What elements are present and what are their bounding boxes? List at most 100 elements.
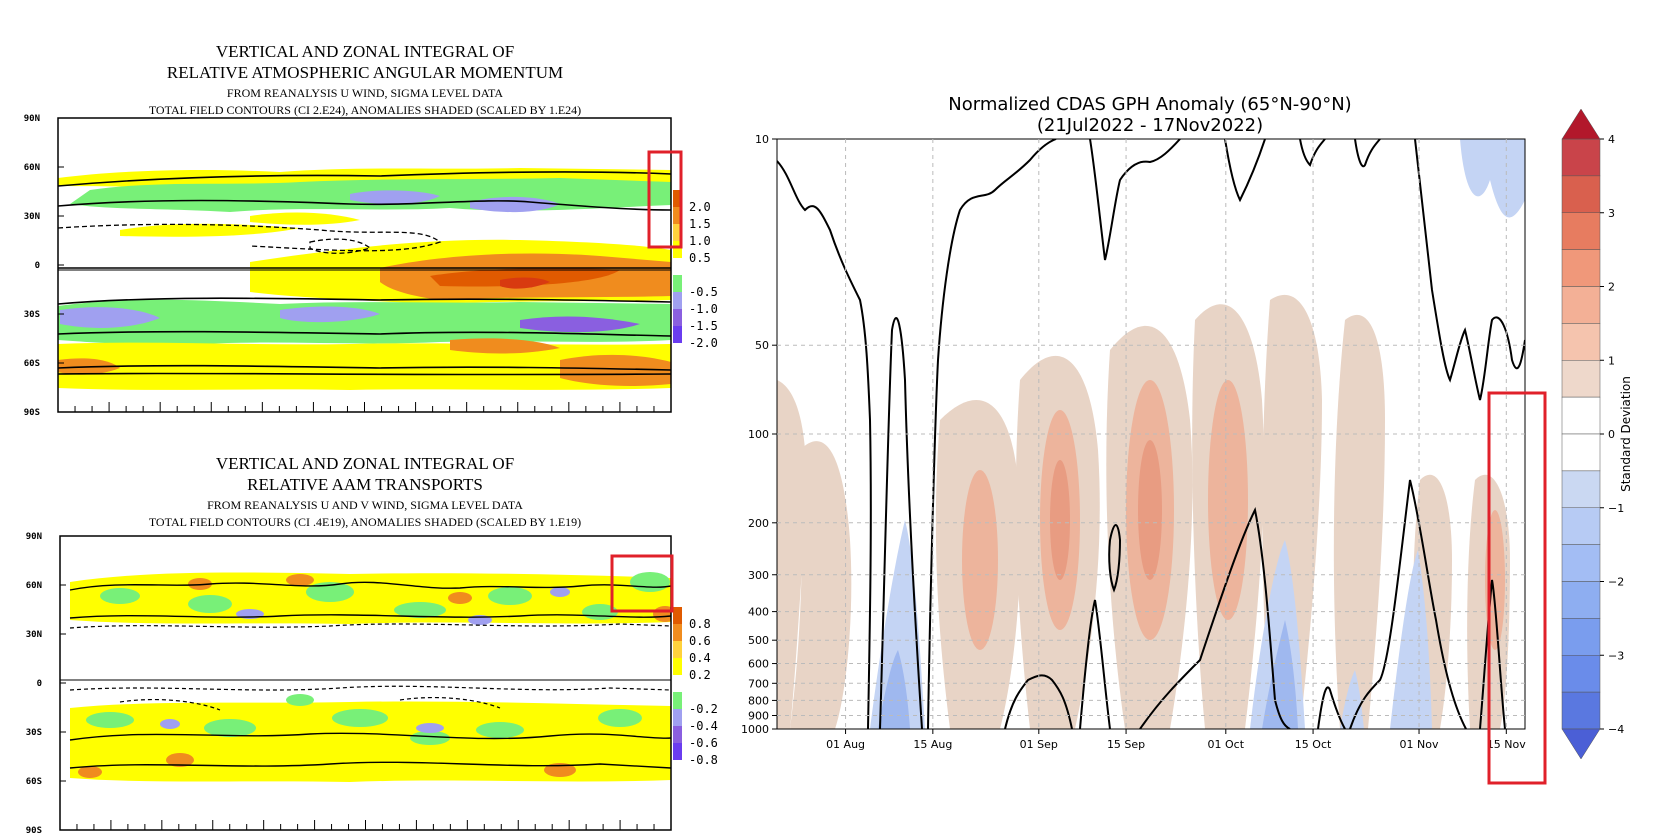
transport-legend-swatch [673, 624, 682, 641]
gph-colorbar-tick-label: 1 [1608, 354, 1615, 367]
transport-legend-swatch [673, 658, 682, 675]
gph-y-tick-label: 50 [755, 339, 769, 352]
aam-y-tick-label: 90N [24, 114, 40, 124]
gph-y-tick-label: 100 [748, 428, 769, 441]
gph-colorbar-segment [1561, 175, 1601, 213]
aam-legend-label: 2.0 [689, 200, 711, 214]
gph-y-tick-label: 800 [748, 694, 769, 707]
transport-highlight-box [610, 554, 674, 613]
aam-legend-label: 0.5 [689, 251, 711, 265]
transport-legend-label: -0.6 [689, 736, 718, 750]
gph-y-tick-label: 400 [748, 606, 769, 619]
gph-colorbar-segment [1561, 618, 1601, 656]
transport-y-tick-label: 30N [26, 630, 42, 640]
gph-y-tick-label: 900 [748, 710, 769, 723]
aam-subtitle: FROM REANALYSIS U WIND, SIGMA LEVEL DATA [227, 86, 504, 100]
aam-y-tick-label: 0 [35, 261, 40, 271]
transport-legend-swatch [673, 743, 682, 760]
transport-legend-swatch [673, 675, 682, 692]
gph-colorbar-segment [1561, 323, 1601, 361]
transport-y-tick-label: 60S [26, 777, 42, 787]
transport-legend-label: 0.2 [689, 668, 711, 682]
gph-colorbar-segment [1561, 507, 1601, 545]
aam-legend-label: -2.0 [689, 336, 718, 350]
aam-title: VERTICAL AND ZONAL INTEGRAL OF [216, 42, 514, 61]
aam-legend-label: 1.5 [689, 217, 711, 231]
gph-y-tick-label: 200 [748, 517, 769, 530]
transport-subtitle: FROM REANALYSIS U AND V WIND, SIGMA LEVE… [207, 498, 523, 512]
aam-y-tick-label: 90S [24, 408, 40, 418]
aam-y-tick-label: 60S [24, 359, 40, 369]
transport-legend-swatch [673, 709, 682, 726]
transport-shading [69, 572, 671, 782]
gph-y-tick-label: 500 [748, 634, 769, 647]
aam-subtitle-line2: TOTAL FIELD CONTOURS (CI 2.E24), ANOMALI… [149, 103, 581, 117]
aam-legend-swatch [673, 275, 682, 292]
aam-title-line2: RELATIVE ATMOSPHERIC ANGULAR MOMENTUM [167, 63, 563, 82]
gph-y-tick-label: 1000 [741, 723, 769, 736]
gph-highlight-box [1487, 391, 1547, 785]
transport-legend-swatch [673, 726, 682, 743]
transport-y-tick-label: 90S [26, 826, 42, 836]
transport-legend-label: 0.4 [689, 651, 711, 665]
aam-y-tick-label: 30N [24, 212, 40, 222]
transport-title: VERTICAL AND ZONAL INTEGRAL OF [216, 454, 514, 473]
transport-legend-label: -0.4 [689, 719, 718, 733]
gph-y-tick-label: 600 [748, 658, 769, 671]
gph-colorbar-tick-label: −1 [1608, 502, 1624, 515]
gph-x-tick-label: 01 Aug [826, 738, 865, 751]
aam-panel: VERTICAL AND ZONAL INTEGRAL OF RELATIVE … [24, 42, 718, 418]
transport-subtitle-line2: TOTAL FIELD CONTOURS (CI .4E19), ANOMALI… [149, 515, 581, 529]
transport-legend-swatch [673, 641, 682, 658]
gph-x-tick-label: 01 Nov [1400, 738, 1439, 751]
aam-legend-label: -1.0 [689, 302, 718, 316]
gph-x-tick-label: 01 Sep [1020, 738, 1058, 751]
gph-colorbar-segment [1561, 544, 1601, 582]
gph-colorbar-tick-label: 4 [1608, 133, 1615, 146]
gph-x-tick-label: 15 Sep [1107, 738, 1145, 751]
gph-colorbar-tick-label: −2 [1608, 576, 1624, 589]
gph-colorbar-segment [1561, 581, 1601, 619]
gph-colorbar-min-arrow [1561, 728, 1601, 760]
transport-legend-label: 0.6 [689, 634, 711, 648]
aam-y-tick-label: 30S [24, 310, 40, 320]
transport-y-tick-label: 90N [26, 532, 42, 542]
gph-colorbar-segment [1561, 691, 1601, 730]
gph-colorbar-segment [1561, 212, 1601, 250]
transport-legend-label: -0.2 [689, 702, 718, 716]
gph-y-tick-label: 300 [748, 569, 769, 582]
transport-y-tick-label: 30S [26, 728, 42, 738]
gph-y-tick-label: 10 [755, 133, 769, 146]
transport-y-tick-label: 0 [37, 679, 42, 689]
transport-legend-label: -0.8 [689, 753, 718, 767]
aam-legend-swatch [673, 224, 682, 241]
aam-legend-label: -0.5 [689, 285, 718, 299]
aam-legend-swatch [673, 258, 682, 275]
gph-x-tick-label: 15 Nov [1487, 738, 1526, 751]
gph-colorbar-tick-label: −3 [1608, 649, 1624, 662]
transport-legend-swatch [673, 692, 682, 709]
gph-colorbar-segment [1561, 470, 1601, 508]
gph-x-tick-label: 15 Aug [913, 738, 952, 751]
aam-legend-swatch [673, 190, 682, 207]
aam-shading [58, 168, 671, 390]
gph-colorbar-tick-label: −4 [1608, 723, 1624, 736]
gph-x-tick-label: 15 Oct [1295, 738, 1332, 751]
aam-transport-panel: VERTICAL AND ZONAL INTEGRAL OF RELATIVE … [26, 454, 718, 836]
gph-title: Normalized CDAS GPH Anomaly (65°N-90°N) [948, 94, 1351, 115]
transport-legend-label: 0.8 [689, 617, 711, 631]
transport-title-line2: RELATIVE AAM TRANSPORTS [247, 475, 483, 494]
gph-colorbar-segment [1561, 360, 1601, 398]
gph-colorbar-segment [1561, 433, 1601, 472]
gph-colorbar-segment [1561, 655, 1601, 693]
aam-legend-swatch [673, 309, 682, 326]
gph-anomaly-panel: Normalized CDAS GPH Anomaly (65°N-90°N) … [741, 94, 1633, 785]
gph-colorbar-segment [1561, 138, 1601, 177]
gph-colorbar-max-arrow [1561, 108, 1601, 140]
gph-colorbar-label: Standard Deviation [1619, 376, 1633, 492]
aam-legend-swatch [673, 207, 682, 224]
gph-colorbar-segment [1561, 249, 1601, 287]
gph-x-tick-label: 01 Oct [1208, 738, 1245, 751]
aam-legend-swatch [673, 292, 682, 309]
